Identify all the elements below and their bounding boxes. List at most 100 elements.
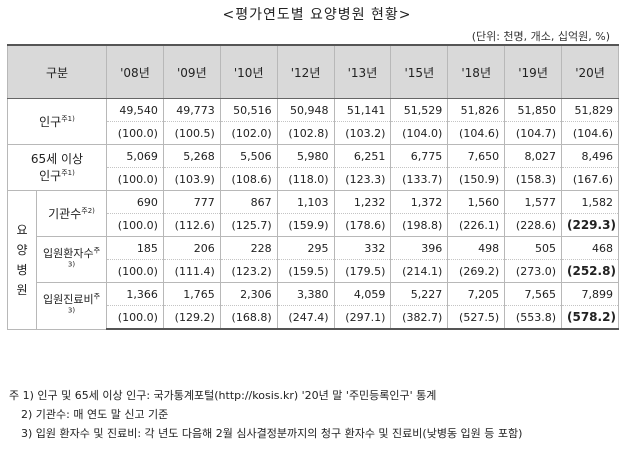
header-year: '15년 (390, 44, 449, 99)
value-cell: 49,540 (106, 98, 164, 122)
value-cell: 7,205 (447, 282, 506, 306)
header-row: 구분 '08년 '09년 '10년 '12년 '13년 '15년 '18년 '1… (7, 44, 619, 99)
value-cell: 3,380 (276, 282, 335, 306)
index-cell-highlight: (229.3) (561, 213, 619, 237)
index-cell: (100.0) (106, 167, 164, 191)
inpatients-values-row: 입원환자수주3) 185 206 228 295 332 396 498 505… (8, 236, 619, 283)
value-cell: 4,059 (333, 282, 392, 306)
footnote-mark: 주3) (67, 246, 101, 269)
index-cell: (100.5) (162, 121, 221, 145)
value-cell: 468 (561, 236, 619, 260)
value-cell: 5,069 (106, 144, 164, 168)
value-cell: 396 (390, 236, 449, 260)
value-cell: 51,850 (504, 98, 562, 122)
index-cell: (179.5) (333, 259, 392, 283)
value-cell: 1,103 (276, 190, 335, 214)
value-cell: 50,516 (219, 98, 278, 122)
value-cell: 8,027 (504, 144, 562, 168)
index-cell: (159.9) (276, 213, 335, 237)
medical-costs-label: 입원진료비주3) (36, 282, 107, 330)
value-cell: 51,529 (390, 98, 449, 122)
index-cell: (100.0) (106, 121, 164, 145)
index-cell: (198.8) (390, 213, 449, 237)
institutions-label: 기관수주2) (36, 190, 107, 237)
index-cell: (104.6) (447, 121, 506, 145)
index-cell: (102.8) (276, 121, 335, 145)
index-cell: (297.1) (333, 305, 392, 330)
index-cell: (129.2) (162, 305, 221, 330)
index-cell: (168.8) (219, 305, 278, 330)
value-cell: 51,141 (333, 98, 392, 122)
value-cell: 1,577 (504, 190, 562, 214)
value-cell: 505 (504, 236, 562, 260)
value-cell: 498 (447, 236, 506, 260)
value-cell: 690 (106, 190, 164, 214)
inpatients-label: 입원환자수주3) (36, 236, 107, 283)
index-cell: (228.6) (504, 213, 562, 237)
value-cell: 5,506 (219, 144, 278, 168)
medical-costs-index-row: (100.0) (129.2) (168.8) (247.4) (297.1) … (8, 305, 619, 330)
index-cell: (100.0) (106, 259, 164, 283)
index-cell: (123.2) (219, 259, 278, 283)
value-cell: 1,765 (162, 282, 221, 306)
index-cell-highlight: (252.8) (561, 259, 619, 283)
index-cell: (527.5) (447, 305, 506, 330)
index-cell: (100.0) (106, 213, 164, 237)
population-values-row: 인구주1) 49,540 49,773 50,516 50,948 51,141… (7, 98, 619, 145)
index-cell: (247.4) (276, 305, 335, 330)
value-cell: 6,251 (333, 144, 392, 168)
value-cell: 777 (162, 190, 221, 214)
elderly-index-row: (100.0) (103.9) (108.6) (118.0) (123.3) … (8, 167, 619, 191)
index-cell: (150.9) (447, 167, 506, 191)
population-label: 인구주1) (7, 98, 107, 145)
value-cell: 5,227 (390, 282, 449, 306)
footnote-1: 주 1) 인구 및 65세 이상 인구: 국가통계포털(http://kosis… (9, 389, 437, 402)
footnote-mark: 주1) (61, 168, 75, 177)
value-cell: 5,268 (162, 144, 221, 168)
value-cell: 206 (162, 236, 221, 260)
footnote-2: 2) 기관수: 매 연도 말 신고 기준 (21, 408, 169, 421)
index-cell: (214.1) (390, 259, 449, 283)
institutions-index-row: (100.0) (112.6) (125.7) (159.9) (178.6) … (8, 213, 619, 237)
header-year: '12년 (276, 44, 335, 99)
value-cell: 332 (333, 236, 392, 260)
index-cell: (104.6) (561, 121, 619, 145)
index-cell: (111.4) (162, 259, 221, 283)
index-cell: (102.0) (219, 121, 278, 145)
header-year: '09년 (162, 44, 221, 99)
value-cell: 51,829 (561, 98, 619, 122)
index-cell: (123.3) (333, 167, 392, 191)
value-cell: 1,372 (390, 190, 449, 214)
index-cell: (159.5) (276, 259, 335, 283)
hospital-stats-table: 구분 '08년 '09년 '10년 '12년 '13년 '15년 '18년 '1… (7, 44, 619, 330)
footnote-mark: 주3) (67, 292, 101, 315)
index-cell: (273.0) (504, 259, 562, 283)
footnotes: 주 1) 인구 및 65세 이상 인구: 국가통계포털(http://kosis… (9, 386, 522, 443)
header-year: '18년 (447, 44, 506, 99)
value-cell: 867 (219, 190, 278, 214)
value-cell: 7,899 (561, 282, 619, 306)
footnote-mark: 주2) (81, 207, 95, 215)
footnote-3: 3) 입원 환자수 및 진료비: 각 년도 다음해 2월 심사결정분까지의 청구… (21, 427, 523, 440)
index-cell: (103.2) (333, 121, 392, 145)
value-cell: 7,565 (504, 282, 562, 306)
header-year: '08년 (106, 44, 164, 99)
value-cell: 1,582 (561, 190, 619, 214)
table-title: <평가연도별 요양병원 현황> (222, 7, 412, 23)
index-cell: (112.6) (162, 213, 221, 237)
value-cell: 228 (219, 236, 278, 260)
medical-costs-values-row: 입원진료비주3) 1,366 1,765 2,306 3,380 4,059 5… (8, 282, 619, 330)
index-cell: (100.0) (106, 305, 164, 330)
index-cell: (104.7) (504, 121, 562, 145)
index-cell: (382.7) (390, 305, 449, 330)
value-cell: 5,980 (276, 144, 335, 168)
population-index-row: (100.0) (100.5) (102.0) (102.8) (103.2) … (8, 121, 619, 145)
index-cell: (226.1) (447, 213, 506, 237)
value-cell: 7,650 (447, 144, 506, 168)
header-year: '13년 (333, 44, 392, 99)
value-cell: 1,366 (106, 282, 164, 306)
elderly-label: 65세 이상 인구주1) (7, 144, 107, 191)
value-cell: 1,560 (447, 190, 506, 214)
